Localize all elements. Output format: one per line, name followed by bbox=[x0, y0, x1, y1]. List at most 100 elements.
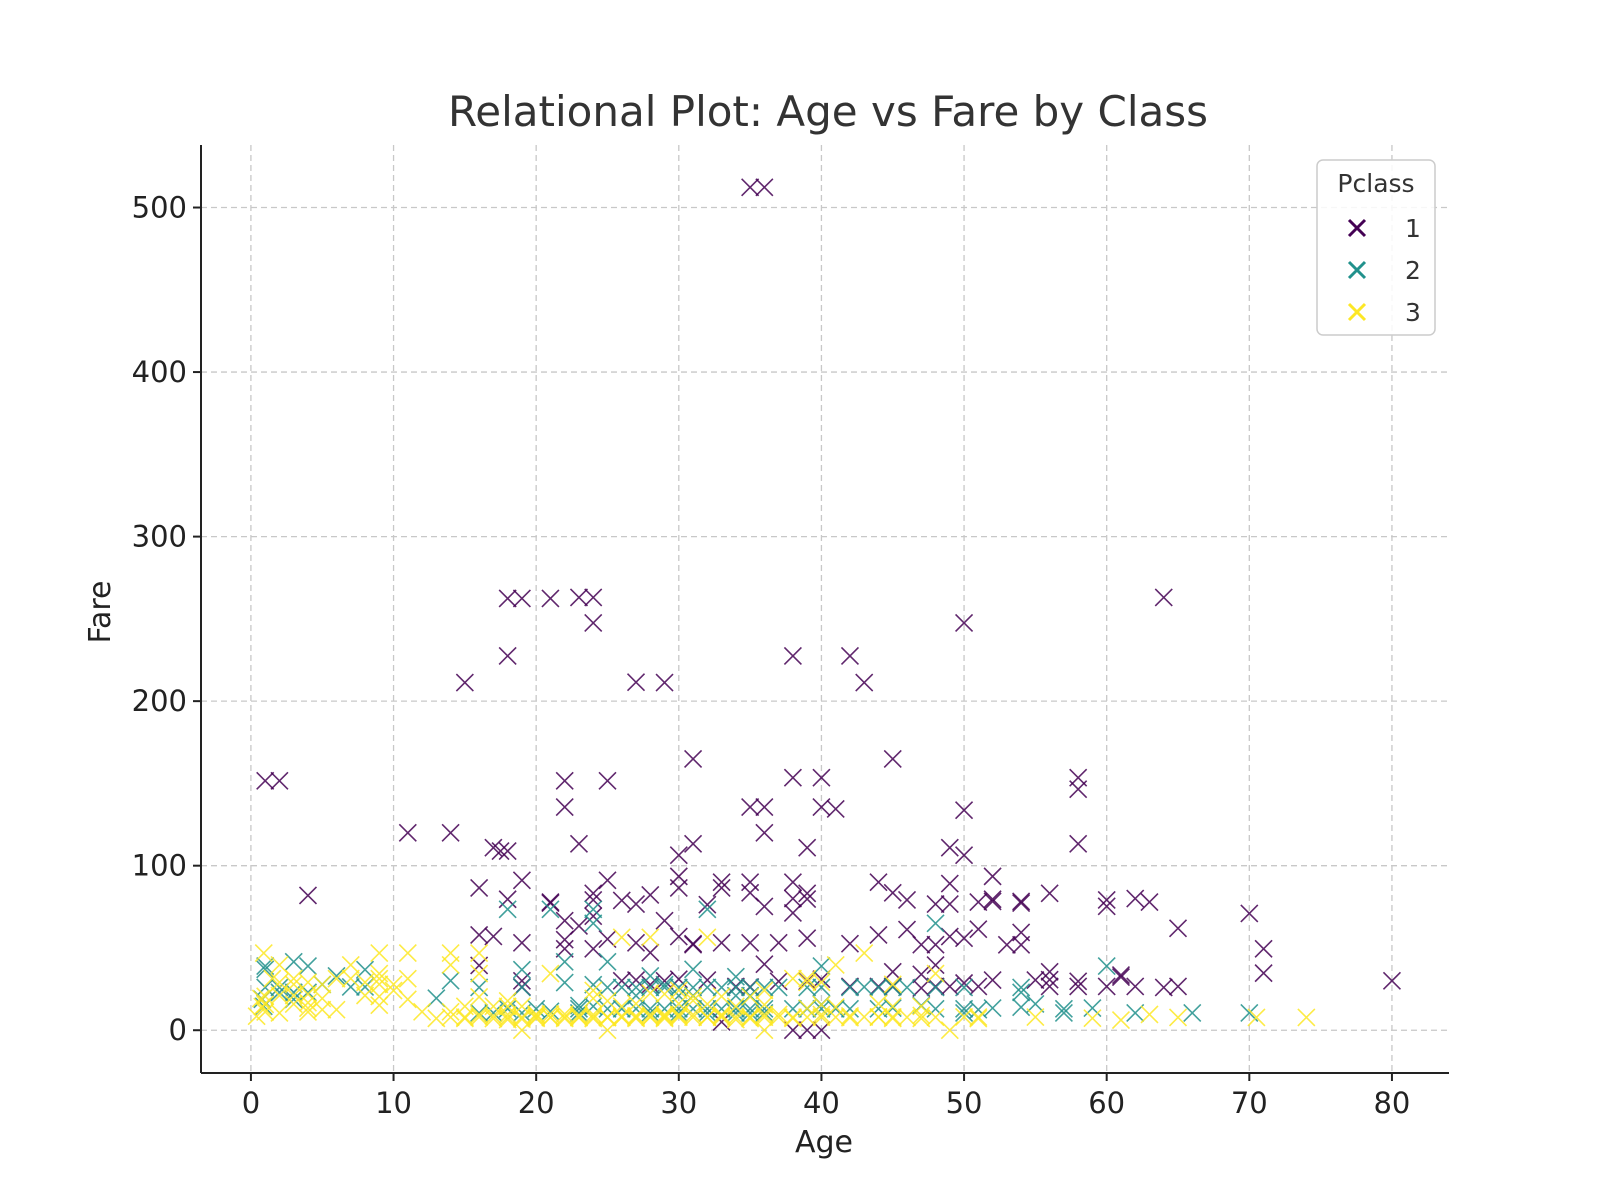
data-point bbox=[498, 900, 517, 919]
data-point bbox=[1140, 1005, 1159, 1024]
data-point bbox=[370, 987, 389, 1006]
data-point bbox=[584, 975, 603, 994]
data-point bbox=[954, 801, 974, 820]
data-point bbox=[626, 894, 646, 914]
data-point bbox=[655, 1006, 674, 1025]
data-point bbox=[983, 892, 1002, 911]
data-point bbox=[298, 984, 318, 1004]
data-point bbox=[783, 646, 802, 665]
data-point bbox=[755, 955, 774, 974]
data-point bbox=[1111, 968, 1131, 987]
data-point bbox=[755, 1008, 774, 1027]
data-point bbox=[840, 934, 860, 953]
data-point bbox=[684, 987, 703, 1006]
data-point bbox=[969, 1007, 988, 1027]
data-point bbox=[712, 1006, 731, 1025]
data-point bbox=[969, 1000, 988, 1019]
data-point bbox=[470, 878, 489, 897]
legend-label-3: 3 bbox=[1405, 298, 1421, 327]
data-point bbox=[498, 646, 517, 665]
data-point bbox=[755, 897, 774, 916]
data-point bbox=[755, 823, 774, 842]
data-point bbox=[798, 969, 817, 988]
legend-label-1: 1 bbox=[1405, 214, 1421, 243]
data-point bbox=[726, 967, 745, 986]
data-point bbox=[897, 978, 917, 997]
data-point bbox=[470, 1007, 489, 1027]
data-point bbox=[798, 973, 817, 992]
data-point bbox=[726, 1007, 745, 1026]
data-point bbox=[883, 977, 902, 997]
data-points bbox=[247, 178, 1402, 1040]
axes bbox=[200, 145, 1449, 1074]
data-point bbox=[741, 178, 760, 197]
data-point bbox=[741, 873, 760, 892]
data-point bbox=[769, 978, 788, 997]
data-point bbox=[798, 999, 817, 1018]
data-point bbox=[897, 890, 917, 909]
data-point bbox=[940, 894, 959, 914]
data-point bbox=[1012, 893, 1031, 913]
data-point bbox=[355, 986, 375, 1005]
data-point bbox=[555, 798, 574, 817]
data-point bbox=[441, 823, 460, 842]
data-point bbox=[1297, 1008, 1316, 1027]
y-tick-label: 100 bbox=[132, 849, 187, 883]
data-point bbox=[569, 1008, 589, 1027]
data-point bbox=[712, 873, 731, 892]
data-point bbox=[455, 673, 474, 692]
data-point bbox=[598, 871, 617, 890]
data-point bbox=[256, 995, 275, 1014]
data-point bbox=[584, 613, 603, 633]
data-point bbox=[940, 977, 959, 996]
data-point bbox=[1026, 994, 1045, 1013]
data-point bbox=[869, 873, 888, 892]
data-point bbox=[384, 975, 403, 994]
y-tick-label: 300 bbox=[132, 520, 187, 554]
data-point bbox=[1026, 1007, 1045, 1027]
data-point bbox=[1168, 1008, 1188, 1027]
data-point bbox=[541, 892, 560, 912]
data-point bbox=[669, 846, 688, 865]
data-point bbox=[684, 834, 703, 853]
data-point bbox=[940, 838, 959, 857]
data-point bbox=[798, 838, 817, 857]
data-point bbox=[783, 889, 802, 908]
data-point bbox=[256, 771, 275, 790]
data-point bbox=[712, 933, 731, 952]
data-point bbox=[769, 972, 788, 991]
data-point bbox=[840, 978, 860, 997]
data-point bbox=[555, 952, 574, 971]
data-point bbox=[669, 927, 688, 946]
data-point bbox=[698, 928, 717, 947]
data-point bbox=[1069, 834, 1088, 853]
data-point bbox=[954, 1007, 974, 1026]
data-point bbox=[926, 894, 945, 914]
data-point bbox=[598, 952, 617, 971]
data-point bbox=[769, 1008, 788, 1027]
data-point bbox=[783, 969, 802, 988]
y-ticks: 0 100 200 300 400 500 bbox=[132, 191, 201, 1047]
data-point bbox=[341, 955, 360, 974]
data-point bbox=[1126, 889, 1145, 908]
data-point bbox=[1069, 977, 1088, 996]
data-point bbox=[541, 589, 560, 608]
data-point bbox=[370, 996, 389, 1015]
data-point bbox=[512, 960, 531, 979]
data-point bbox=[370, 943, 389, 963]
data-point bbox=[270, 1003, 289, 1023]
data-point bbox=[254, 943, 273, 963]
data-point bbox=[612, 928, 631, 947]
data-point bbox=[684, 749, 703, 768]
data-point bbox=[840, 646, 860, 665]
data-point bbox=[826, 1008, 845, 1027]
data-point bbox=[655, 978, 674, 997]
data-point bbox=[712, 987, 731, 1006]
legend-title: Pclass bbox=[1337, 169, 1414, 198]
data-point bbox=[1154, 978, 1173, 997]
data-point bbox=[612, 971, 631, 990]
data-point bbox=[684, 960, 703, 979]
data-point bbox=[384, 981, 403, 1000]
data-point bbox=[555, 911, 574, 930]
data-point bbox=[926, 964, 945, 983]
